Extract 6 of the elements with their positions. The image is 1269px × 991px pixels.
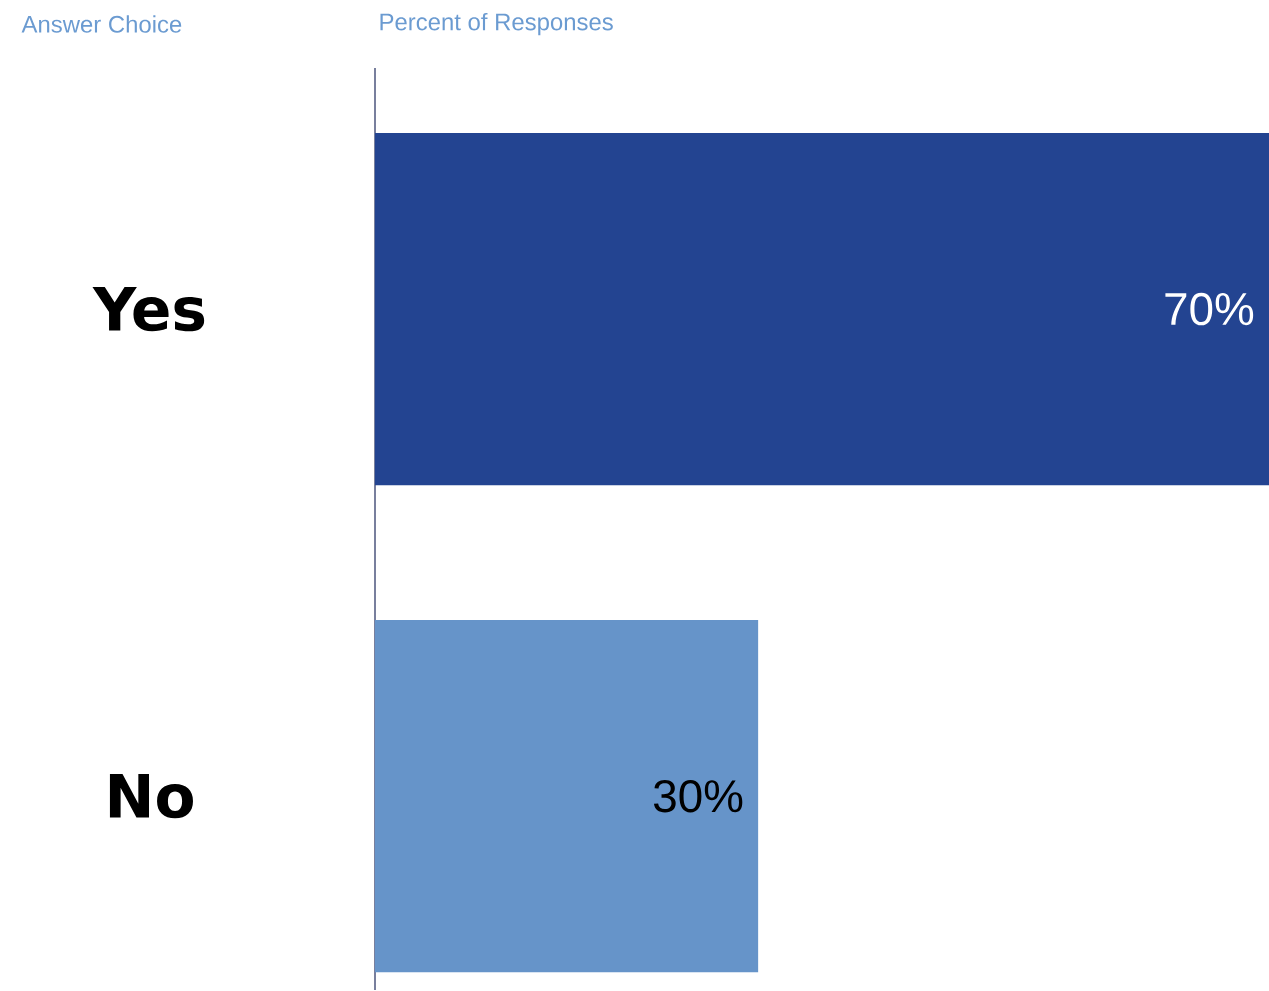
y-tick-label: Yes <box>92 287 205 332</box>
y-axis-title: Answer Choice <box>21 15 182 33</box>
y-tick-label: No <box>109 774 193 819</box>
x-axis-title: Percent of Responses <box>380 13 613 36</box>
data-label: 30% <box>653 780 743 813</box>
data-label: 70% <box>1165 293 1254 326</box>
